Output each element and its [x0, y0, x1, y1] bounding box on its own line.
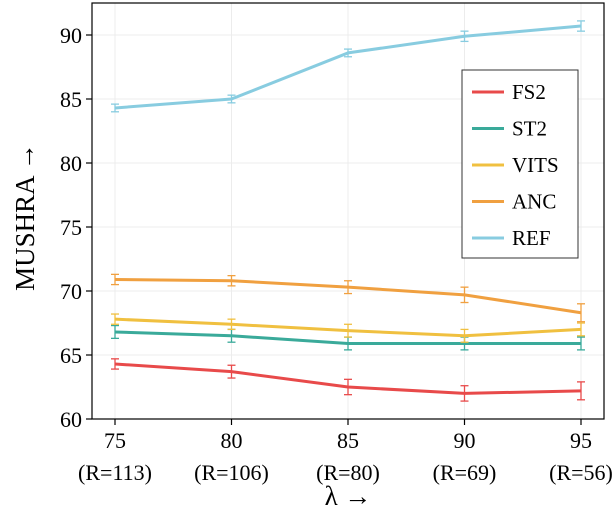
x-tick-sublabel: (R=56) [549, 460, 613, 485]
series-fs2 [111, 358, 585, 402]
legend-label-st2: ST2 [512, 117, 547, 141]
legend-label-ref: REF [512, 226, 551, 250]
series-line-ref [114, 24, 582, 110]
x-axis-title: λ → [325, 481, 372, 510]
x-tick-sublabel: (R=106) [194, 460, 269, 485]
legend: FS2 ST2 VITS ANC REF [461, 69, 579, 259]
legend-label-vits: VITS [512, 153, 559, 177]
series-anc [111, 273, 585, 323]
x-tick-label: 75 [104, 428, 126, 453]
x-tick-label: 95 [570, 428, 592, 453]
y-tick-label: 85 [60, 87, 82, 112]
legend-label-fs2: FS2 [512, 80, 546, 104]
x-tick-sublabel: (R=113) [78, 460, 152, 485]
legend-label-anc: ANC [512, 190, 556, 214]
y-tick-label: 75 [60, 215, 82, 240]
y-tick-label: 70 [60, 279, 82, 304]
y-tick-label: 65 [60, 343, 82, 368]
series-line-fs2 [114, 362, 582, 395]
series-layer [111, 20, 585, 402]
series-vits [111, 313, 585, 343]
x-tick-sublabel: (R=69) [433, 460, 497, 485]
x-tick-label: 80 [221, 428, 243, 453]
series-line-anc [114, 277, 582, 315]
series-ref [111, 20, 585, 113]
x-tick-sublabel: (R=80) [316, 460, 380, 485]
y-axis-title: MUSHRA → [10, 143, 40, 291]
y-tick-label: 80 [60, 151, 82, 176]
y-axis: 60 65 70 75 80 85 90 [60, 23, 92, 432]
x-tick-label: 90 [454, 428, 476, 453]
x-axis: 75 (R=113) 80 (R=106) 85 (R=80) 90 (R=69) 95 (R=5… [78, 419, 613, 485]
series-line-vits [114, 317, 582, 338]
y-tick-label: 90 [60, 23, 82, 48]
y-tick-label: 60 [60, 407, 82, 432]
x-tick-label: 85 [337, 428, 359, 453]
series-line-st2 [114, 330, 581, 345]
